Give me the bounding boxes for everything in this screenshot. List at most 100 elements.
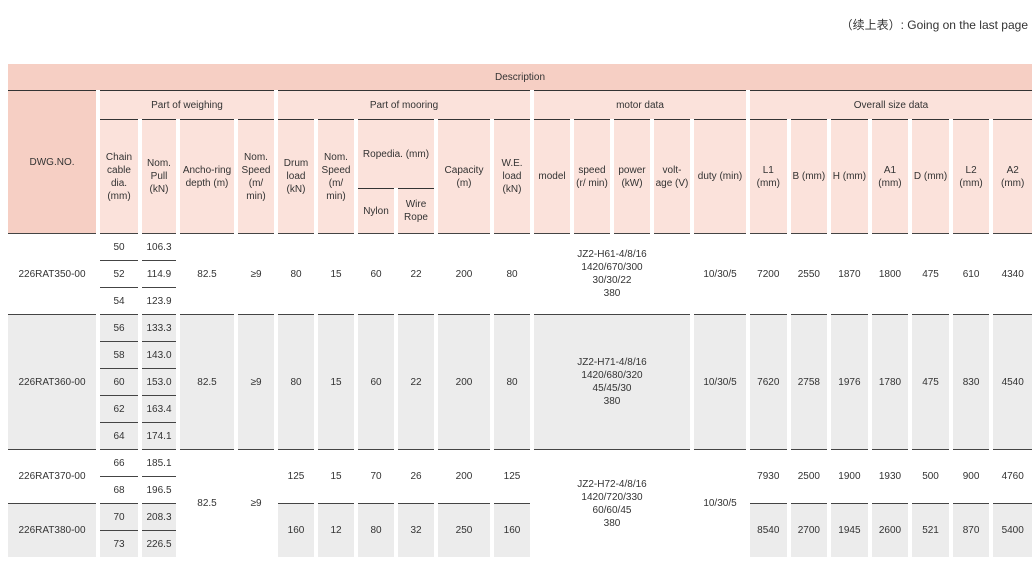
drum-cell: 80 bbox=[274, 233, 316, 315]
group-header: motor data bbox=[530, 90, 748, 120]
size-cell: 7620 bbox=[746, 314, 789, 450]
table-row: 68 196.5 bbox=[8, 476, 1032, 504]
size-cell: 1780 bbox=[867, 314, 911, 450]
size-cell: 7930 bbox=[746, 449, 789, 504]
column-header: duty (min) bbox=[690, 119, 748, 234]
pull-cell: 153.0 bbox=[138, 368, 178, 396]
chain-dia-cell: 62 bbox=[96, 395, 140, 423]
depth-cell: 82.5 bbox=[176, 449, 236, 557]
table-row: 226RAT370-00 66 185.1 82.5 ≥9 125 15 70 26 200 125… bbox=[8, 449, 1032, 557]
size-cell: 2700 bbox=[786, 503, 830, 557]
nom-speed-cell: 15 bbox=[314, 314, 356, 450]
pull-cell: 196.5 bbox=[138, 476, 178, 504]
column-header: speed (r/ min) bbox=[570, 119, 612, 234]
duty-cell: 10/30/5 bbox=[690, 233, 748, 315]
table-row: 60 153.0 bbox=[8, 368, 1032, 396]
pull-cell: 185.1 bbox=[138, 449, 178, 477]
column-header: Ropedia. (mm) bbox=[354, 119, 436, 189]
column-header: volt-age (V) bbox=[650, 119, 692, 234]
pull-cell: 208.3 bbox=[138, 503, 178, 531]
spec-table: Description DWG.NO. Part of weighing Par… bbox=[8, 64, 1032, 557]
size-cell: 8540 bbox=[746, 503, 789, 557]
motor-cell: JZ2-H71-4/8/16 1420/680/320 45/45/30 380 bbox=[530, 314, 692, 450]
we-load-cell: 80 bbox=[490, 233, 532, 315]
pull-cell: 106.3 bbox=[138, 233, 178, 261]
size-cell: 1945 bbox=[827, 503, 870, 557]
size-cell: 1976 bbox=[827, 314, 870, 450]
size-cell: 5400 bbox=[989, 503, 1032, 557]
size-cell: 1870 bbox=[827, 233, 870, 315]
chain-dia-cell: 66 bbox=[96, 449, 140, 477]
description-header: Description bbox=[8, 64, 1032, 91]
chain-dia-cell: 54 bbox=[96, 287, 140, 315]
nylon-cell: 60 bbox=[354, 314, 396, 450]
capacity-cell: 200 bbox=[434, 449, 492, 504]
chain-dia-cell: 70 bbox=[96, 503, 140, 531]
page-note: （续上表）: Going on the last page bbox=[840, 18, 1028, 32]
size-cell: 4540 bbox=[989, 314, 1032, 450]
size-cell: 4340 bbox=[989, 233, 1032, 315]
chain-dia-cell: 52 bbox=[96, 260, 140, 288]
dwg-cell: 226RAT350-00 bbox=[8, 233, 98, 315]
drum-cell: 125 bbox=[274, 449, 316, 504]
duty-cell: 10/30/5 bbox=[690, 449, 748, 557]
column-header: Nom. Pull (kN) bbox=[138, 119, 178, 234]
speed-cell: ≥9 bbox=[234, 233, 276, 315]
capacity-cell: 200 bbox=[434, 314, 492, 450]
wire-cell: 32 bbox=[394, 503, 436, 557]
size-cell: 475 bbox=[908, 314, 951, 450]
duty-cell: 10/30/5 bbox=[690, 314, 748, 450]
motor-line: 45/45/30 bbox=[592, 383, 632, 394]
size-cell: 900 bbox=[948, 449, 992, 504]
chain-dia-cell: 73 bbox=[96, 530, 140, 557]
we-load-cell: 80 bbox=[490, 314, 532, 450]
size-cell: 1900 bbox=[827, 449, 870, 504]
dwg-cell: 226RAT380-00 bbox=[8, 503, 98, 557]
nylon-cell: 70 bbox=[354, 449, 396, 504]
table-row: 54 123.9 bbox=[8, 287, 1032, 315]
motor-line: 380 bbox=[603, 288, 621, 299]
column-header: Ancho-ring depth (m) bbox=[176, 119, 236, 234]
drum-cell: 160 bbox=[274, 503, 316, 557]
motor-line: JZ2-H72-4/8/16 bbox=[577, 478, 647, 490]
size-cell: 4760 bbox=[989, 449, 1032, 504]
pull-cell: 143.0 bbox=[138, 341, 178, 369]
table-row: 226RAT350-00 50 106.3 82.5 ≥9 80 15 60 22 200 80 JZ… bbox=[8, 233, 1032, 315]
column-header: DWG.NO. bbox=[8, 90, 98, 234]
motor-line: 60/60/45 bbox=[592, 504, 632, 516]
nom-speed-cell: 15 bbox=[314, 233, 356, 315]
table-row: 62 163.4 bbox=[8, 395, 1032, 423]
size-cell: 610 bbox=[948, 233, 992, 315]
column-header: A2 (mm) bbox=[989, 119, 1032, 234]
column-header: Nylon bbox=[354, 188, 396, 234]
size-cell: 500 bbox=[908, 449, 951, 504]
column-header: L1 (mm) bbox=[746, 119, 789, 234]
nom-speed-cell: 15 bbox=[314, 449, 356, 504]
speed-cell: ≥9 bbox=[234, 449, 276, 557]
motor-line: 380 bbox=[603, 517, 621, 529]
motor-line: 1420/720/330 bbox=[581, 491, 643, 503]
we-load-cell: 125 bbox=[490, 449, 532, 504]
motor-line: 1420/670/300 bbox=[581, 262, 643, 273]
depth-cell: 82.5 bbox=[176, 233, 236, 315]
capacity-cell: 200 bbox=[434, 233, 492, 315]
wire-cell: 26 bbox=[394, 449, 436, 504]
pull-cell: 163.4 bbox=[138, 395, 178, 423]
size-cell: 1800 bbox=[867, 233, 911, 315]
motor-cell: JZ2-H72-4/8/16 1420/720/330 60/60/45 380 bbox=[530, 449, 692, 557]
size-cell: 2550 bbox=[786, 233, 830, 315]
size-cell: 870 bbox=[948, 503, 992, 557]
group-header: Overall size data bbox=[746, 90, 1032, 120]
size-cell: 521 bbox=[908, 503, 951, 557]
chain-dia-cell: 60 bbox=[96, 368, 140, 396]
column-header: L2 (mm) bbox=[948, 119, 992, 234]
motor-line: 1420/680/320 bbox=[581, 370, 643, 381]
column-header: W.E. load (kN) bbox=[490, 119, 532, 234]
nylon-cell: 60 bbox=[354, 233, 396, 315]
motor-line: 30/30/22 bbox=[592, 275, 632, 286]
column-header: B (mm) bbox=[786, 119, 830, 234]
size-cell: 7200 bbox=[746, 233, 789, 315]
table-row: 64 174.1 bbox=[8, 422, 1032, 450]
table-row: 226RAT380-00 70 208.3 160 12 80 32 250 160 8540 27… bbox=[8, 503, 1032, 557]
